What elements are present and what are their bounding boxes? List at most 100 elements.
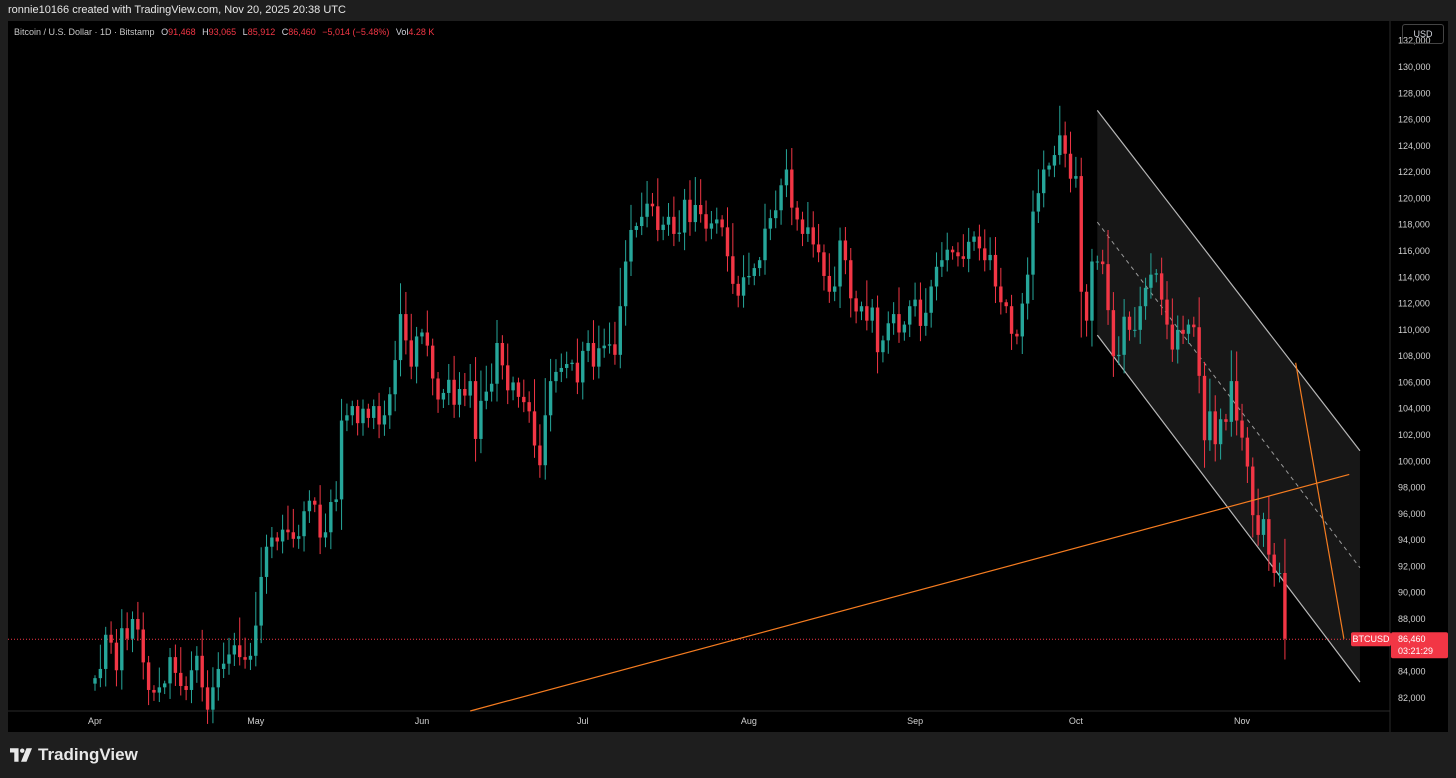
candle-body [902, 324, 907, 333]
candle-body [1047, 165, 1051, 170]
candle-body [1095, 261, 1100, 263]
candle-body [414, 336, 419, 367]
candle-body [168, 657, 172, 684]
candle-body [1079, 176, 1083, 292]
candle-body [109, 634, 113, 643]
candle-body [1165, 299, 1169, 325]
candle-body [1245, 437, 1250, 467]
candle-body [307, 500, 312, 512]
y-tick-label: 132,000 [1398, 36, 1431, 46]
candle-body [1025, 274, 1030, 304]
candle-body [543, 415, 547, 466]
tradingview-logo-icon [10, 748, 32, 762]
candle-body [511, 382, 515, 391]
y-tick-label: 128,000 [1398, 88, 1431, 98]
candle-body [688, 199, 692, 223]
candle-body [270, 537, 274, 547]
y-tick-label: 82,000 [1398, 693, 1426, 703]
candle-body [779, 185, 783, 211]
candle-body [211, 687, 215, 710]
low-value: 85,912 [247, 27, 276, 37]
candle-body [774, 210, 778, 219]
candle-body [838, 240, 842, 287]
candle-body [200, 655, 204, 688]
y-tick-label: 116,000 [1398, 246, 1430, 256]
candle-body [752, 268, 756, 276]
candle-body [1052, 155, 1057, 166]
candle-body [366, 408, 371, 418]
candle-body [382, 415, 387, 425]
candle-body [1031, 211, 1035, 275]
candle-body [216, 668, 220, 688]
price-tag-countdown: 03:21:29 [1398, 646, 1433, 656]
candle-body [607, 344, 612, 346]
candle-body [468, 381, 472, 396]
symbol-legend: Bitcoin / U.S. Dollar · 1D · Bitstamp O9… [14, 27, 434, 37]
candle-body [1224, 419, 1228, 422]
candle-body [881, 340, 885, 353]
candle-body [409, 340, 413, 367]
candle-body [1063, 135, 1067, 154]
candle-body [146, 662, 151, 690]
candle-body [296, 536, 301, 539]
candle-body [806, 227, 810, 234]
candle-body [1127, 316, 1132, 330]
candle-body [795, 207, 799, 220]
candle-body [650, 203, 655, 207]
candle-body [827, 275, 832, 292]
candle-body [1149, 274, 1153, 288]
close-label: C [281, 27, 289, 37]
candle-body [1229, 381, 1234, 422]
candle-body [1251, 466, 1255, 516]
candle-body [934, 266, 939, 287]
candle-body [189, 670, 194, 690]
candle-body [623, 261, 628, 307]
currency-button[interactable]: USD [1402, 24, 1444, 44]
candle-body [956, 252, 960, 257]
candle-body [479, 400, 483, 439]
candle-body [98, 668, 103, 679]
candle-body [1068, 153, 1073, 179]
change-value: −5,014 (−5.48%) [322, 27, 390, 37]
y-tick-label: 106,000 [1398, 377, 1431, 387]
candle-body [602, 345, 606, 349]
candle-body [1277, 573, 1282, 574]
y-tick-label: 120,000 [1398, 193, 1431, 203]
candle-body [559, 367, 564, 372]
candle-body [731, 256, 735, 284]
candle-body [983, 248, 987, 261]
candle-body [1090, 261, 1094, 321]
candle-body [372, 406, 376, 418]
y-tick-label: 96,000 [1398, 509, 1426, 519]
candle-body [698, 205, 703, 215]
y-tick-label: 98,000 [1398, 483, 1426, 493]
candle-body [254, 625, 258, 656]
candle-body [715, 219, 719, 224]
candle-body [1208, 411, 1212, 441]
candle-body [1176, 329, 1180, 350]
candle-body [1015, 333, 1019, 337]
chart-panel[interactable]: 82,00084,00086,00088,00090,00092,00094,0… [8, 21, 1448, 732]
high-label: H [202, 27, 209, 37]
candle-body [248, 655, 253, 660]
low-label: L [242, 27, 248, 37]
candle-body [575, 362, 580, 383]
candle-body [570, 362, 574, 365]
candle-body [757, 260, 762, 269]
candle-body [232, 645, 237, 655]
candle-body [484, 391, 488, 401]
candle-body [913, 299, 917, 307]
symbol-title[interactable]: Bitcoin / U.S. Dollar · 1D · Bitstamp [14, 27, 155, 37]
candle-body [264, 546, 269, 577]
candle-body [1218, 419, 1223, 445]
candle-body [940, 260, 944, 267]
candle-body [1272, 554, 1276, 573]
candlestick-chart[interactable]: 82,00084,00086,00088,00090,00092,00094,0… [8, 21, 1448, 732]
tradingview-logo[interactable]: TradingView [10, 745, 138, 765]
candle-body [329, 502, 333, 533]
y-tick-label: 94,000 [1398, 535, 1426, 545]
candle-body [800, 219, 805, 234]
candle-body [656, 206, 660, 230]
candle-body [221, 663, 226, 669]
candle-body [388, 394, 392, 416]
